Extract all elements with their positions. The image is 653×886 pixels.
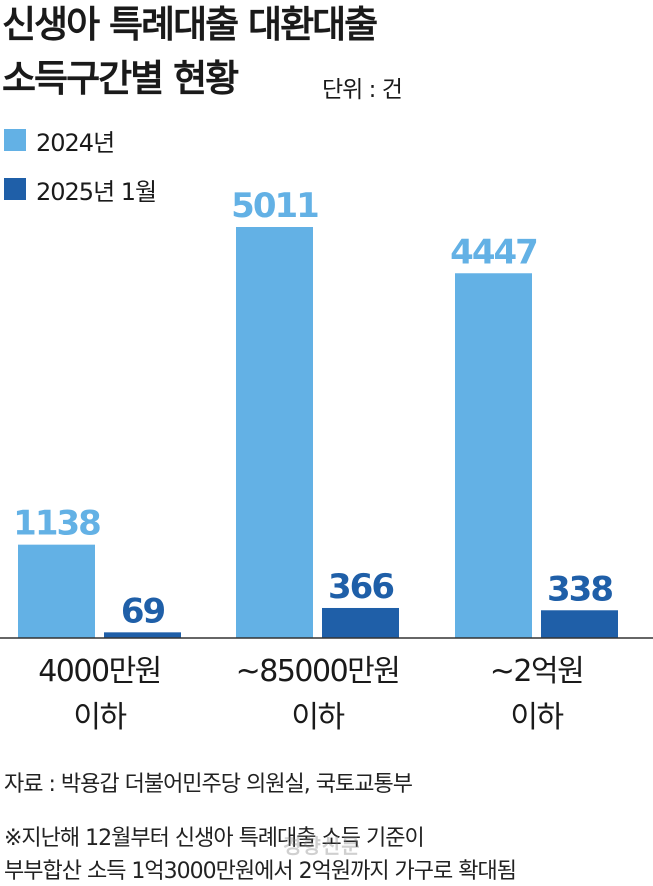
data-label-2024-2: 4447 <box>450 232 537 272</box>
watermark: 경향신문 <box>283 834 361 858</box>
data-label-2024-1: 5011 <box>231 186 318 226</box>
legend-label-2024: 2024년 <box>36 128 115 157</box>
legend-swatch-2025-01 <box>4 178 26 200</box>
unit-label: 단위 : 건 <box>322 77 403 103</box>
source-text: 자료 : 박용갑 더불어민주당 의원실, 국토교통부 <box>4 772 413 797</box>
category-label-0-0: 4000만원 <box>38 654 161 689</box>
legend-item-2024: 2024년 <box>4 127 115 157</box>
bar-2024-1 <box>236 227 313 638</box>
legend-item-2025-01: 2025년 1월 <box>4 176 157 206</box>
legend-label-2025-01: 2025년 1월 <box>36 177 157 206</box>
category-label-0-1: 이하 <box>73 700 126 735</box>
note-line1: ※지난해 12월부터 신생아 특례대출 소득 기준이 <box>4 826 425 851</box>
data-label-2024-0: 1138 <box>13 504 100 544</box>
bar-2025-01-1 <box>322 607 399 638</box>
bar-2025-01-0 <box>104 632 181 638</box>
data-label-2025-01-0: 69 <box>121 591 165 631</box>
bar-2025-01-2 <box>541 610 618 638</box>
category-label-2-0: ~2억원 <box>490 654 583 689</box>
bar-2024-2 <box>455 273 532 638</box>
legend-swatch-2024 <box>4 129 26 151</box>
category-label-1-1: 이하 <box>291 700 344 735</box>
category-label-2-1: 이하 <box>510 700 563 735</box>
category-label-1-0: ~85000만원 <box>236 654 400 689</box>
data-label-2025-01-1: 366 <box>328 567 393 607</box>
data-label-2025-01-2: 338 <box>547 569 612 609</box>
chart-title-line1: 신생아 특례대출 대환대출 <box>2 3 378 46</box>
note-line2: 부부합산 소득 1억3000만원에서 2억원까지 가구로 확대됨 <box>4 859 517 884</box>
chart-title-line2: 소득구간별 현황 <box>2 57 239 100</box>
bar-2024-0 <box>18 544 95 638</box>
